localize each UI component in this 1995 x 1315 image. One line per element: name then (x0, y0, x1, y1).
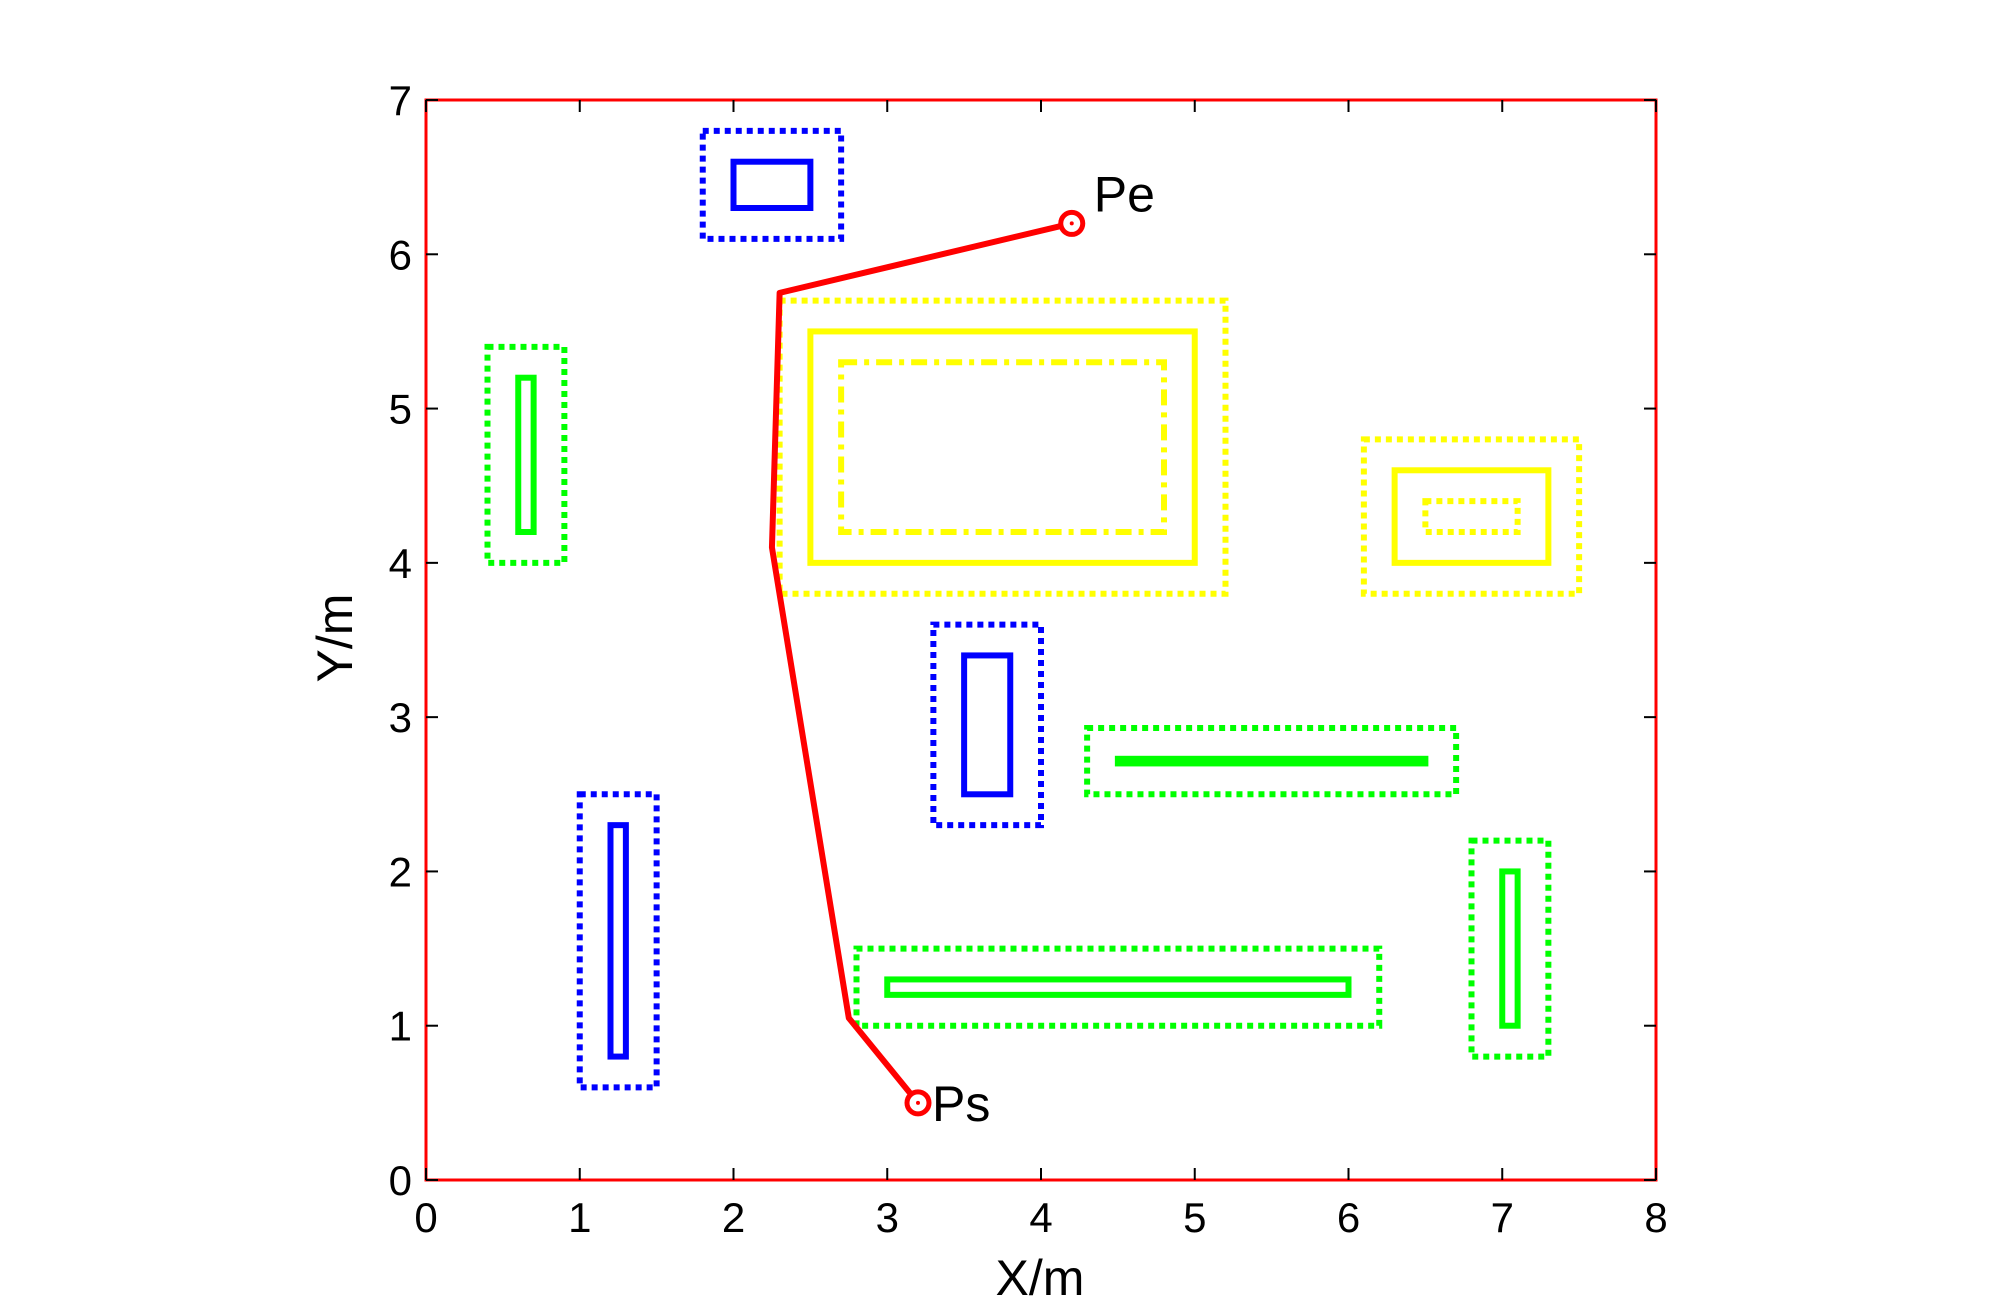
ticks-layer: 0 1 2 3 4 5 6 7 8 0 1 2 3 4 5 6 7 (389, 77, 1668, 1241)
obstacle-solid-4 (807, 328, 1198, 566)
y-axis-label: Y/m (307, 594, 363, 683)
y-tick-label: 3 (389, 694, 412, 741)
y-tick-label: 7 (389, 77, 412, 124)
marker-label-ps: Ps (932, 1076, 990, 1132)
x-tick-label: 7 (1491, 1194, 1514, 1241)
x-tick-label: 4 (1029, 1194, 1052, 1241)
obstacle-dotted-1 (699, 127, 845, 242)
obstacle-solid-10 (961, 652, 1014, 798)
marker-label-pe: Pe (1094, 166, 1155, 222)
y-tick-label: 1 (389, 1003, 412, 1050)
obstacle-dotted-9 (1422, 498, 1521, 535)
obstacle-solid-14 (607, 822, 629, 1060)
y-tick-label: 5 (389, 386, 412, 433)
planned-path-line (768, 220, 1073, 1105)
obstacle-dotted-15 (576, 791, 660, 1091)
marker-pe-dot (1069, 221, 1074, 226)
x-tick-label: 6 (1337, 1194, 1360, 1241)
obstacle-dotted-8 (1360, 436, 1583, 597)
y-tick-label: 0 (389, 1157, 412, 1204)
y-tick-label: 6 (389, 231, 412, 278)
x-tick-label: 2 (722, 1194, 745, 1241)
obstacle-solid-16 (884, 976, 1352, 998)
obstacle-dotted-3 (484, 343, 568, 566)
x-tick-label: 8 (1644, 1194, 1667, 1241)
obstacle-dotted-17 (853, 945, 1383, 1029)
x-tick-label: 3 (876, 1194, 899, 1241)
obstacle-dotted-19 (1468, 837, 1552, 1060)
marker-ps-dot (916, 1100, 920, 1105)
x-tick-label: 0 (414, 1194, 437, 1241)
obstacle-solid-2 (515, 374, 537, 536)
obstacle-dotted-13 (1084, 724, 1460, 798)
obstacle-solid-12 (1114, 755, 1429, 767)
obstacle-solid-7 (1391, 467, 1552, 566)
obstacle-dashdot-6 (838, 359, 1167, 535)
x-tick-label: 1 (568, 1194, 591, 1241)
x-tick-label: 5 (1183, 1194, 1206, 1241)
y-tick-label: 2 (389, 848, 412, 895)
obstacle-solid-0 (730, 158, 814, 211)
obstacles-layer (484, 127, 1583, 1091)
obstacle-dotted-5 (776, 297, 1229, 597)
y-tick-label: 4 (389, 540, 412, 587)
x-axis-label: X/m (996, 1250, 1085, 1306)
path-layer: Ps Pe (768, 166, 1155, 1132)
obstacle-solid-18 (1499, 868, 1521, 1029)
